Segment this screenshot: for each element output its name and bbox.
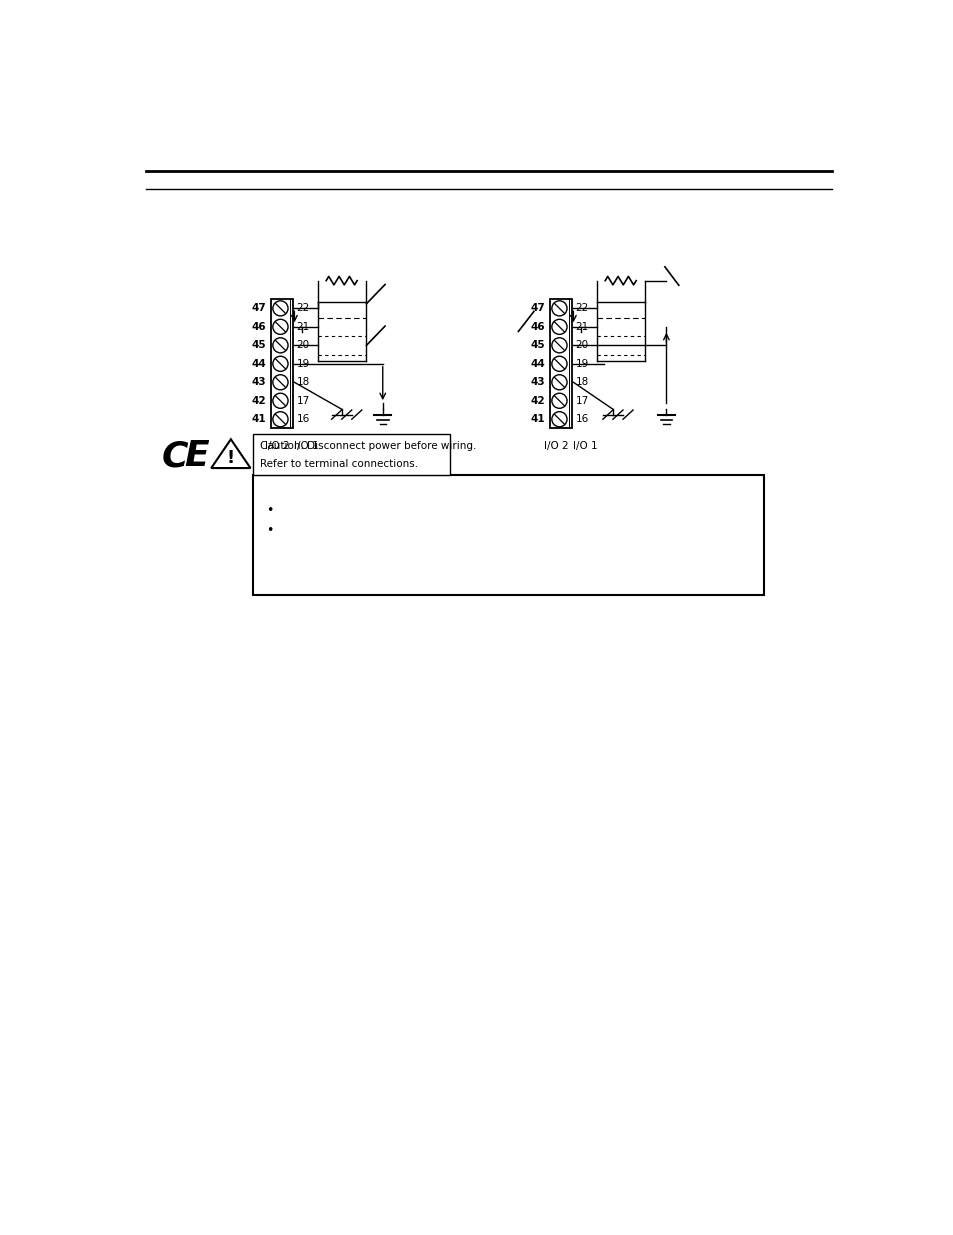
Text: 16: 16 [575,414,588,425]
Text: 17: 17 [296,395,310,406]
Bar [271,299,293,429]
Text: 41: 41 [530,414,545,425]
Text: 16: 16 [296,414,310,425]
Text: 44: 44 [530,359,545,369]
Circle shape [273,411,288,427]
Text: Refer to terminal connections.: Refer to terminal connections. [260,459,418,469]
Text: Caution. Disconnect power before wiring.: Caution. Disconnect power before wiring. [260,441,476,451]
Text: I/O 2: I/O 2 [265,441,290,451]
Polygon shape [211,440,251,468]
Circle shape [273,374,288,390]
Text: 45: 45 [252,341,266,351]
Text: 46: 46 [252,322,266,332]
Circle shape [551,320,566,335]
Text: !: ! [227,448,234,467]
Circle shape [273,393,288,409]
Text: 19: 19 [575,359,588,369]
Text: 20: 20 [296,341,310,351]
Bar [550,299,571,429]
Text: 17: 17 [575,395,588,406]
Text: 41: 41 [252,414,266,425]
Text: 22: 22 [296,304,310,314]
Text: 42: 42 [252,395,266,406]
Text: 47: 47 [530,304,545,314]
Text: 45: 45 [530,341,545,351]
Circle shape [273,338,288,353]
Text: C: C [162,440,188,473]
Text: E: E [184,440,209,473]
Text: 43: 43 [530,377,545,388]
Bar [253,433,450,475]
Circle shape [551,411,566,427]
Text: 43: 43 [252,377,266,388]
Text: I/O 1: I/O 1 [573,441,598,451]
Text: 21: 21 [296,322,310,332]
Circle shape [551,338,566,353]
Text: 18: 18 [575,377,588,388]
Text: 22: 22 [575,304,588,314]
Text: •: • [266,504,273,516]
Circle shape [551,356,566,372]
Circle shape [551,301,566,316]
Text: 47: 47 [252,304,266,314]
Text: 42: 42 [530,395,545,406]
Text: I/O 2: I/O 2 [543,441,568,451]
Circle shape [551,374,566,390]
Circle shape [273,356,288,372]
Text: 19: 19 [296,359,310,369]
Circle shape [273,301,288,316]
Text: 46: 46 [530,322,545,332]
Text: 21: 21 [575,322,588,332]
Circle shape [273,320,288,335]
Circle shape [551,393,566,409]
Text: 18: 18 [296,377,310,388]
Text: 20: 20 [575,341,588,351]
Bar [253,475,763,595]
Text: I/O 1: I/O 1 [294,441,318,451]
Text: 44: 44 [252,359,266,369]
Text: •: • [266,525,273,537]
